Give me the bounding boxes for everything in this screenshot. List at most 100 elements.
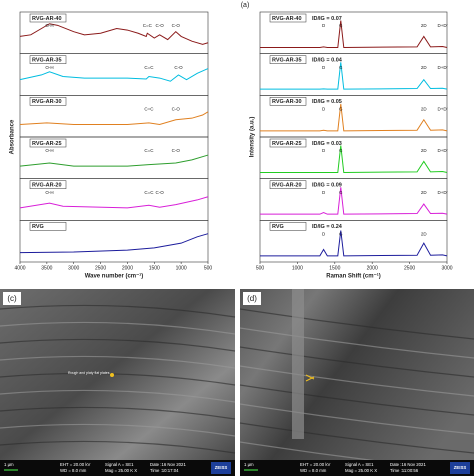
peak-label: D+D' <box>438 190 448 195</box>
peak-label: D <box>322 190 326 195</box>
ratio-label: ID/IG = 0.04 <box>312 57 343 63</box>
sem-texture <box>239 308 474 340</box>
peak-label: 2D <box>421 232 428 237</box>
peak-label: O-H <box>45 23 53 28</box>
subplot-label: RVG-AR-25 <box>272 141 302 147</box>
peak-label: C=C <box>143 23 153 28</box>
peak-label: D+D' <box>438 107 448 112</box>
spectrum-line <box>260 20 448 49</box>
label-box <box>29 222 67 231</box>
sem-texture <box>0 389 236 403</box>
brand-box <box>211 462 231 474</box>
peak-label: O-H <box>45 65 53 70</box>
spectrum-line <box>19 233 209 254</box>
brand: ZEISS <box>215 465 228 470</box>
peak-label: D+D' <box>438 148 448 153</box>
brand-box <box>450 462 470 474</box>
spectrum-line <box>19 196 209 209</box>
sem-texture <box>239 384 474 416</box>
peak-label: C-O <box>172 107 181 112</box>
wd: WD = 8.0 mm <box>300 468 327 473</box>
panel-label: (d) <box>247 294 257 303</box>
image-annotation: Rough and platy flat plates <box>68 371 110 375</box>
x-axis-label: Raman Shift (cm⁻¹) <box>326 273 381 280</box>
label-box <box>29 180 67 189</box>
time: Time :10:17:04 <box>150 468 179 473</box>
time: Time :11:00:56 <box>390 468 419 473</box>
mag: Mag = 25.00 K X <box>345 468 377 473</box>
x-tick-label: 4000 <box>14 265 25 271</box>
subplot-label: RVG-AR-25 <box>32 141 62 147</box>
x-tick-label: 1500 <box>149 265 160 271</box>
peak-label: D <box>322 107 326 112</box>
peak-label: D+D' <box>438 23 448 28</box>
peak-label: C-O <box>174 65 183 70</box>
subplot-label: RVG-AR-20 <box>32 182 62 188</box>
panel-label: (a) <box>241 2 250 9</box>
eht: EHT = 20.00 kV <box>300 462 331 467</box>
x-tick-label: 500 <box>256 265 265 271</box>
x-tick-label: 500 <box>204 265 213 271</box>
panel-label-box <box>243 292 261 305</box>
ratio-label: ID/IG = 0.24 <box>312 224 343 230</box>
panel-label-box <box>3 292 21 305</box>
sem-texture <box>0 338 236 352</box>
sem-texture <box>239 403 474 435</box>
label-box <box>269 13 307 23</box>
ratio-label: ID/IG = 0.05 <box>312 99 342 105</box>
sem-texture <box>239 327 474 359</box>
subplot-label: RVG-AR-40 <box>272 16 302 22</box>
subplot-label: RVG-AR-30 <box>272 99 302 105</box>
label-box <box>269 97 307 106</box>
signal: Signal A = SE1 <box>345 462 374 467</box>
spectrum-line <box>260 230 448 257</box>
sem-texture <box>239 422 474 454</box>
sem-image <box>0 289 235 476</box>
subplot-label: RVG <box>272 224 284 230</box>
ratio-label: ID/IG = 0.07 <box>312 16 342 22</box>
sem-texture <box>0 440 236 454</box>
scale-label: 1 µm <box>4 462 14 467</box>
label-box <box>269 55 307 64</box>
subplot-frame <box>259 220 448 263</box>
peak-label: C-O <box>172 148 181 153</box>
peak-label: C=C <box>144 190 154 195</box>
sem-texture <box>0 372 236 386</box>
ratio-label: ID/IG = 0.09 <box>312 182 342 188</box>
peak-label: G <box>339 65 343 70</box>
spectrum-line <box>19 68 209 82</box>
peak-label: 2D <box>421 65 428 70</box>
peak-label: O-H <box>45 190 53 195</box>
peak-label: D <box>322 65 326 70</box>
peak-label: C=C <box>144 148 154 153</box>
sem-texture <box>0 423 236 437</box>
label-box <box>269 180 307 189</box>
label-box <box>29 55 67 64</box>
x-tick-label: 3000 <box>441 265 452 271</box>
annotation-dot <box>110 373 114 377</box>
peak-label: O-H <box>45 148 53 153</box>
y-axis-label: Intensity (a.u.) <box>250 117 256 158</box>
wd: WD = 8.0 mm <box>60 468 87 473</box>
subplot-label: RVG-AR-20 <box>272 182 302 188</box>
x-tick-label: 1000 <box>176 265 187 271</box>
spectrum-line <box>260 103 448 132</box>
peak-label: C=C <box>144 107 154 112</box>
peak-label: C-O <box>172 23 181 28</box>
label-box <box>29 138 67 148</box>
subplot-label: RVG <box>32 224 44 230</box>
subplot-frame <box>19 220 209 263</box>
sem-texture <box>239 365 474 397</box>
date: Date :16 Nov 2021 <box>390 462 426 467</box>
peak-label: C=C <box>144 65 154 70</box>
spectrum-line <box>19 111 209 126</box>
peak-label: G <box>339 232 343 237</box>
x-axis-label: Wave number (cm⁻¹) <box>85 273 144 280</box>
panel-label: (c) <box>7 294 17 303</box>
label-box <box>29 13 67 23</box>
sem-texture <box>239 346 474 378</box>
peak-label: D+D' <box>438 65 448 70</box>
brand: ZEISS <box>454 465 467 470</box>
peak-label: D <box>322 148 326 153</box>
